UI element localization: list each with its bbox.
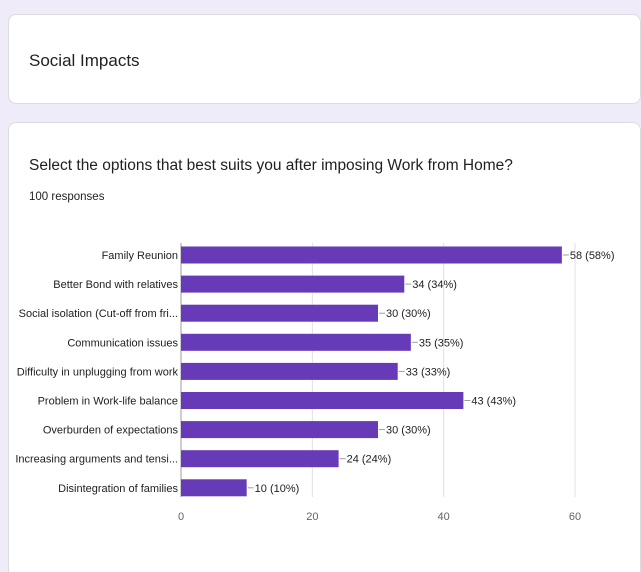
x-tick-label: 0 bbox=[178, 511, 184, 523]
value-label: 58 (58%) bbox=[570, 250, 615, 262]
bar bbox=[181, 304, 378, 322]
category-label: Communication issues bbox=[67, 337, 178, 349]
x-tick-label: 60 bbox=[569, 511, 581, 523]
value-label: 35 (35%) bbox=[419, 337, 464, 349]
category-label: Overburden of expectations bbox=[43, 425, 179, 437]
category-label: Disintegration of families bbox=[58, 483, 178, 495]
value-label: 30 (30%) bbox=[386, 425, 431, 437]
bar bbox=[181, 421, 378, 439]
bar bbox=[181, 392, 464, 409]
bar bbox=[181, 362, 398, 380]
question-title: Select the options that best suits you a… bbox=[29, 157, 513, 174]
value-label: 33 (33%) bbox=[406, 366, 451, 378]
x-tick-label: 40 bbox=[438, 511, 450, 523]
category-label: Better Bond with relatives bbox=[53, 279, 178, 291]
question-card: Select the options that best suits you a… bbox=[8, 122, 641, 572]
category-label: Social isolation (Cut-off from fri... bbox=[19, 308, 178, 320]
value-label: 34 (34%) bbox=[412, 279, 457, 291]
category-label: Problem in Work-life balance bbox=[38, 396, 178, 408]
bar bbox=[181, 246, 562, 264]
category-label: Increasing arguments and tensi... bbox=[15, 454, 178, 466]
value-label: 30 (30%) bbox=[386, 308, 431, 320]
x-tick-label: 20 bbox=[306, 511, 318, 523]
category-label: Family Reunion bbox=[102, 250, 178, 262]
bar bbox=[181, 450, 339, 468]
bar bbox=[181, 333, 411, 351]
value-label: 43 (43%) bbox=[471, 396, 516, 408]
section-card: Social Impacts bbox=[8, 14, 641, 104]
bar bbox=[181, 479, 247, 497]
bar bbox=[181, 275, 405, 293]
section-title: Social Impacts bbox=[29, 51, 140, 70]
response-count: 100 responses bbox=[29, 191, 105, 203]
value-label: 24 (24%) bbox=[347, 454, 392, 466]
category-label: Difficulty in unplugging from work bbox=[17, 366, 179, 378]
value-label: 10 (10%) bbox=[255, 483, 300, 495]
